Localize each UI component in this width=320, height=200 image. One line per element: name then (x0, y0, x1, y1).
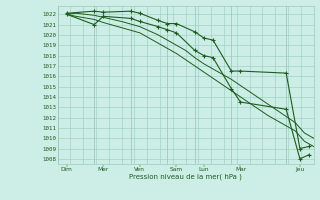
X-axis label: Pression niveau de la mer( hPa ): Pression niveau de la mer( hPa ) (129, 174, 242, 180)
